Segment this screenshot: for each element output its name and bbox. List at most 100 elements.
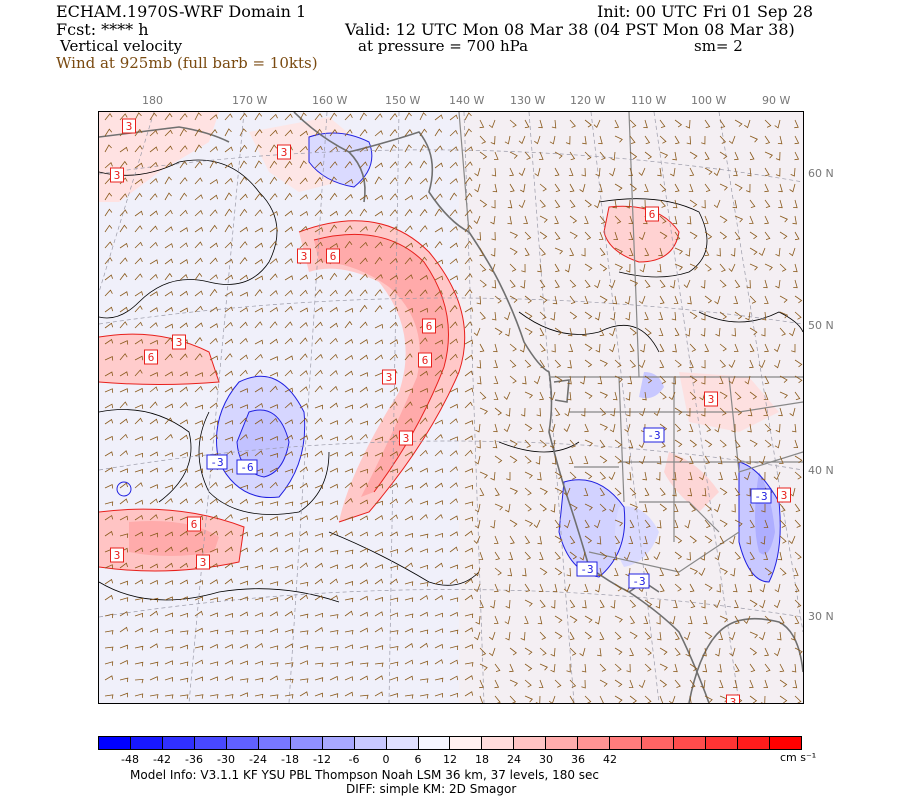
wind-barb — [701, 199, 706, 209]
wind-barb — [389, 113, 398, 121]
wind-barb — [119, 388, 129, 393]
wind-barb — [344, 691, 354, 697]
wind-barb — [284, 564, 294, 569]
wind-barb — [299, 322, 308, 329]
wind-barb — [729, 631, 736, 641]
wind-barb — [464, 176, 473, 185]
wind-barb — [718, 631, 724, 640]
wind-barb — [419, 660, 428, 666]
wind-barb — [569, 311, 578, 320]
wind-barb — [700, 279, 706, 289]
wind-barb — [314, 517, 324, 523]
wind-barb — [374, 144, 383, 153]
wind-barb — [119, 515, 129, 521]
wind-barb — [164, 694, 174, 699]
wind-barb — [539, 279, 546, 289]
wind-barb — [404, 451, 414, 457]
wind-barb — [359, 354, 369, 361]
wind-barb — [434, 114, 443, 121]
wind-barb — [164, 353, 173, 361]
wind-barb — [524, 663, 533, 672]
wind-barb — [314, 113, 323, 121]
wind-barb — [404, 659, 414, 665]
wind-barb — [491, 311, 497, 321]
wind-barb — [269, 597, 279, 602]
wind-barb — [434, 579, 444, 585]
wind-barb — [254, 227, 264, 233]
wind-barb — [149, 291, 159, 297]
wind-barb — [374, 162, 383, 169]
wind-barb — [284, 258, 293, 265]
wind-barb — [658, 311, 664, 321]
wind-barb — [299, 403, 309, 409]
wind-barb — [730, 567, 736, 577]
wind-barb — [644, 599, 653, 608]
wind-barb — [729, 535, 736, 545]
wind-barb — [224, 659, 234, 665]
model-info: Model Info: V3.1.1 KF YSU PBL Thompson N… — [130, 768, 600, 782]
wind-barb — [554, 679, 562, 688]
wind-barb — [793, 439, 799, 448]
wind-barb — [194, 659, 204, 665]
wind-barb — [599, 663, 607, 672]
wind-barb — [239, 112, 248, 121]
wind-barb — [758, 359, 766, 369]
wind-barb — [344, 531, 354, 537]
wind-barb — [509, 487, 518, 495]
wind-barb — [119, 242, 129, 249]
wind-barb — [344, 610, 354, 617]
color-scale-tick: 36 — [571, 753, 585, 766]
wind-barb — [299, 435, 309, 441]
wind-barb — [359, 611, 369, 617]
wind-barb — [790, 631, 796, 641]
wind-barb — [449, 114, 458, 121]
wind-barb — [763, 551, 769, 560]
wind-barb — [629, 519, 635, 529]
wind-barb — [404, 547, 414, 553]
wind-barb — [344, 581, 354, 586]
wind-barb — [134, 387, 144, 393]
wind-barb — [554, 519, 561, 528]
wind-barb — [745, 183, 751, 193]
wind-barb — [494, 503, 504, 511]
wind-barb — [580, 375, 586, 385]
wind-barb — [569, 695, 575, 703]
wind-barb — [239, 321, 248, 329]
wind-barb — [734, 663, 740, 673]
wind-barb — [254, 209, 263, 217]
wind-barb — [594, 199, 601, 209]
wind-barb — [134, 436, 144, 441]
wind-barb — [434, 259, 444, 265]
wind-barb — [764, 647, 769, 657]
wind-barb — [479, 663, 488, 671]
wind-barb — [419, 594, 429, 601]
wind-barb — [719, 151, 728, 160]
wind-barb — [464, 662, 474, 667]
wind-barb — [718, 679, 724, 688]
wind-barb — [419, 388, 429, 393]
wind-barb — [674, 423, 682, 432]
wind-barb — [164, 546, 173, 553]
wind-barb — [764, 263, 773, 271]
wind-barb — [524, 423, 533, 432]
wind-barb — [524, 519, 533, 527]
wind-barb — [389, 306, 399, 313]
wind-barb — [449, 531, 459, 537]
wind-barb — [732, 583, 738, 593]
wind-barb — [614, 183, 623, 192]
wind-barb — [642, 471, 647, 481]
wind-barb — [614, 663, 622, 672]
wind-barb — [554, 407, 561, 417]
wind-barb — [194, 144, 202, 153]
wind-barb — [179, 661, 189, 667]
wind-barb — [344, 549, 354, 555]
wind-barb — [449, 321, 458, 329]
wind-barb — [763, 279, 768, 289]
wind-barb — [449, 192, 458, 201]
wind-barb — [404, 562, 413, 569]
wind-barb — [224, 162, 233, 169]
wind-barb — [584, 535, 593, 544]
wind-barb — [389, 661, 399, 667]
wind-barb — [209, 434, 218, 441]
lon-label: 180 — [142, 94, 163, 107]
